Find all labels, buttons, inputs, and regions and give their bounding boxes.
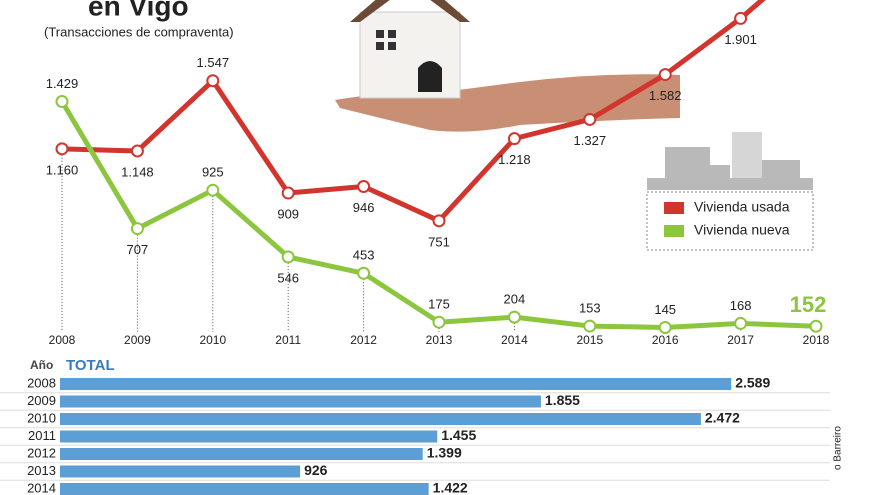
y-tick-label: 2010 (27, 410, 56, 425)
data-label: 1.547 (197, 55, 230, 70)
buildings-illustration (647, 132, 813, 190)
point (357, 266, 371, 280)
legend-label: Vivienda usada (694, 199, 790, 215)
x-tick-label: 2012 (350, 333, 377, 347)
y-tick-label: 2013 (27, 463, 56, 478)
data-label: 926 (304, 462, 328, 478)
y-tick-label: 2012 (27, 445, 56, 460)
x-tick-label: 2008 (49, 333, 76, 347)
point (583, 112, 597, 126)
data-label: 1.422 (433, 480, 468, 495)
data-label: 1.148 (121, 164, 154, 179)
data-label: 1.429 (46, 76, 79, 91)
x-tick-label: 2010 (199, 333, 226, 347)
bar (60, 430, 438, 443)
bar (60, 413, 701, 425)
bar (60, 465, 301, 478)
bar (60, 448, 423, 460)
point (507, 132, 521, 146)
x-tick-label: 2018 (803, 333, 830, 347)
data-label: 152 (790, 292, 827, 317)
x-tick-label: 2009 (124, 333, 151, 347)
x-tick-label: 2016 (652, 333, 679, 347)
point (734, 11, 748, 25)
data-label: 453 (353, 248, 375, 263)
data-label: 1.855 (545, 392, 580, 408)
legend-label: Vivienda nueva (694, 222, 790, 238)
data-label: 909 (277, 206, 299, 221)
legend-swatch (664, 202, 684, 214)
point (130, 144, 144, 158)
point (507, 310, 521, 324)
data-label: 175 (428, 297, 450, 312)
data-label: 153 (579, 301, 601, 316)
data-label: 1.455 (441, 427, 476, 443)
point (281, 250, 295, 264)
x-tick-label: 2014 (501, 333, 528, 347)
data-label: 168 (730, 298, 752, 313)
data-label: 2.472 (705, 410, 740, 426)
data-label: 546 (277, 270, 299, 285)
legend-box (646, 191, 814, 251)
data-label: 145 (654, 302, 676, 317)
point (357, 180, 371, 194)
point (583, 319, 597, 333)
point (658, 68, 672, 82)
point (206, 183, 220, 197)
point (55, 94, 69, 108)
y-tick-label: 2008 (27, 375, 56, 390)
point (432, 315, 446, 329)
x-tick-label: 2011 (275, 333, 301, 347)
data-label: 946 (353, 200, 375, 215)
data-label: 751 (428, 234, 450, 249)
bar (60, 378, 732, 390)
data-label: 925 (202, 165, 224, 180)
x-tick-label: 2015 (576, 333, 603, 347)
point (432, 214, 446, 228)
data-label: 1.582 (649, 88, 682, 103)
category-header: Año (30, 358, 53, 372)
point (658, 320, 672, 334)
data-label: 707 (127, 242, 149, 257)
legend-swatch (664, 225, 684, 237)
bar (60, 395, 541, 408)
data-label: 1.160 (46, 162, 79, 177)
data-label: 2.589 (735, 375, 770, 391)
data-label: 1.901 (724, 32, 757, 47)
point (734, 316, 748, 330)
chart-title: en Vigo (88, 0, 189, 21)
x-tick-label: 2017 (727, 333, 754, 347)
y-tick-label: 2014 (27, 480, 56, 495)
y-tick-label: 2009 (27, 393, 56, 408)
bar (60, 483, 429, 495)
point (130, 222, 144, 236)
x-tick-label: 2013 (426, 333, 453, 347)
data-label: 1.218 (498, 152, 531, 167)
y-tick-label: 2011 (28, 428, 56, 443)
data-label: 204 (504, 292, 526, 307)
value-header: TOTAL (66, 357, 115, 374)
house-illustration (335, 0, 680, 132)
point (206, 74, 220, 88)
data-label: 1.327 (574, 133, 607, 148)
chart-subtitle: (Transacciones de compraventa) (44, 24, 234, 39)
point (809, 319, 823, 333)
point (281, 186, 295, 200)
data-label: 1.399 (427, 445, 462, 461)
point (55, 142, 69, 156)
credit: o Barreiro (833, 426, 844, 470)
